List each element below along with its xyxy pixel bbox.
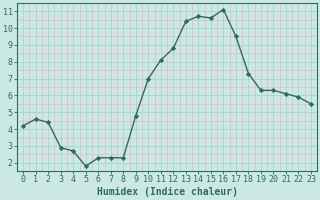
X-axis label: Humidex (Indice chaleur): Humidex (Indice chaleur) [97,187,237,197]
